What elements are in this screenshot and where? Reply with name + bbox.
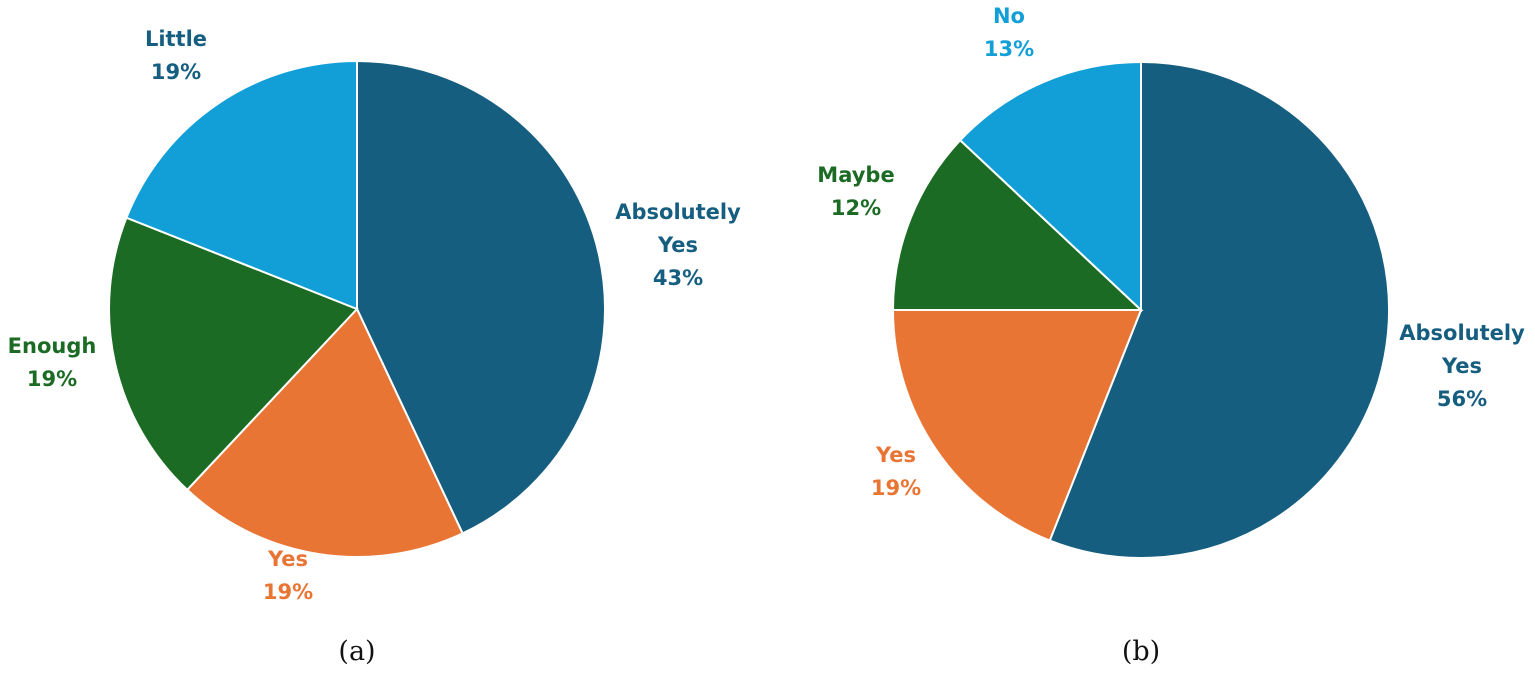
pie-b-slice-0-name: Yes [1441,354,1482,378]
pie-a-slice-1 [185,307,464,558]
pie-b-slice-2-name: Maybe [817,163,894,187]
pie-a-slice-2-name: Enough [8,334,97,358]
caption-a: (a) [338,636,375,667]
pie-a-slice-1-label: Yes 19% [263,547,313,604]
pie-b-slice-3-label: No 13% [984,4,1034,61]
pie-b-slice-1-name: Yes [875,443,916,467]
pie-a-slice-2-label: Enough 19% [8,334,97,391]
pie-b-slice-0 [1048,60,1391,559]
pie-a-slice-3-name: Little [145,27,207,51]
pie-a-slice-3-percent: 19% [151,60,201,84]
pie-b-slice-0-percent: 56% [1437,387,1487,411]
pie-b-slice-0-label: Absolutely Yes 56% [1399,321,1525,411]
pie-b-slice-3-percent: 13% [984,37,1034,61]
pie-b-slice-2-label: Maybe 12% [817,163,894,220]
pie-a-slice-0-label: Absolutely Yes 43% [615,200,741,290]
pie-b-slice-1-percent: 19% [871,476,921,500]
pie-a-slice-1-percent: 19% [263,580,313,604]
pie-b-slice-1-label: Yes 19% [871,443,921,500]
pie-a-slice-3 [125,59,358,311]
pie-a-slice-1-name: Yes [267,547,308,571]
pie-b-slice-3 [958,60,1142,313]
pie-a-slice-2 [108,216,359,492]
pie-b-slice-0-name: Absolutely [1399,321,1525,345]
pie-a-slice-0-percent: 43% [653,266,703,290]
pie-a-slice-0-name: Absolutely [615,200,741,224]
pie-b-slice-3-name: No [993,4,1025,28]
pie-b-slice-2-percent: 12% [831,196,881,220]
pie-chart-a: Absolutely Yes 43% Yes 19% Enough 19% Little 19% [8,27,741,604]
pie-chart-b: Absolutely Yes 56% Yes 19% Maybe 12% No 13% [817,4,1525,559]
pie-a-slice-0-name: Yes [657,233,698,257]
caption-b: (b) [1122,636,1160,667]
pie-a-slice-0 [356,59,606,535]
pie-b-slice-2 [891,138,1144,311]
pie-a-slice-2-percent: 19% [27,367,77,391]
pie-a-slice-3-label: Little 19% [145,27,207,84]
pie-b-slice-1 [891,309,1143,542]
